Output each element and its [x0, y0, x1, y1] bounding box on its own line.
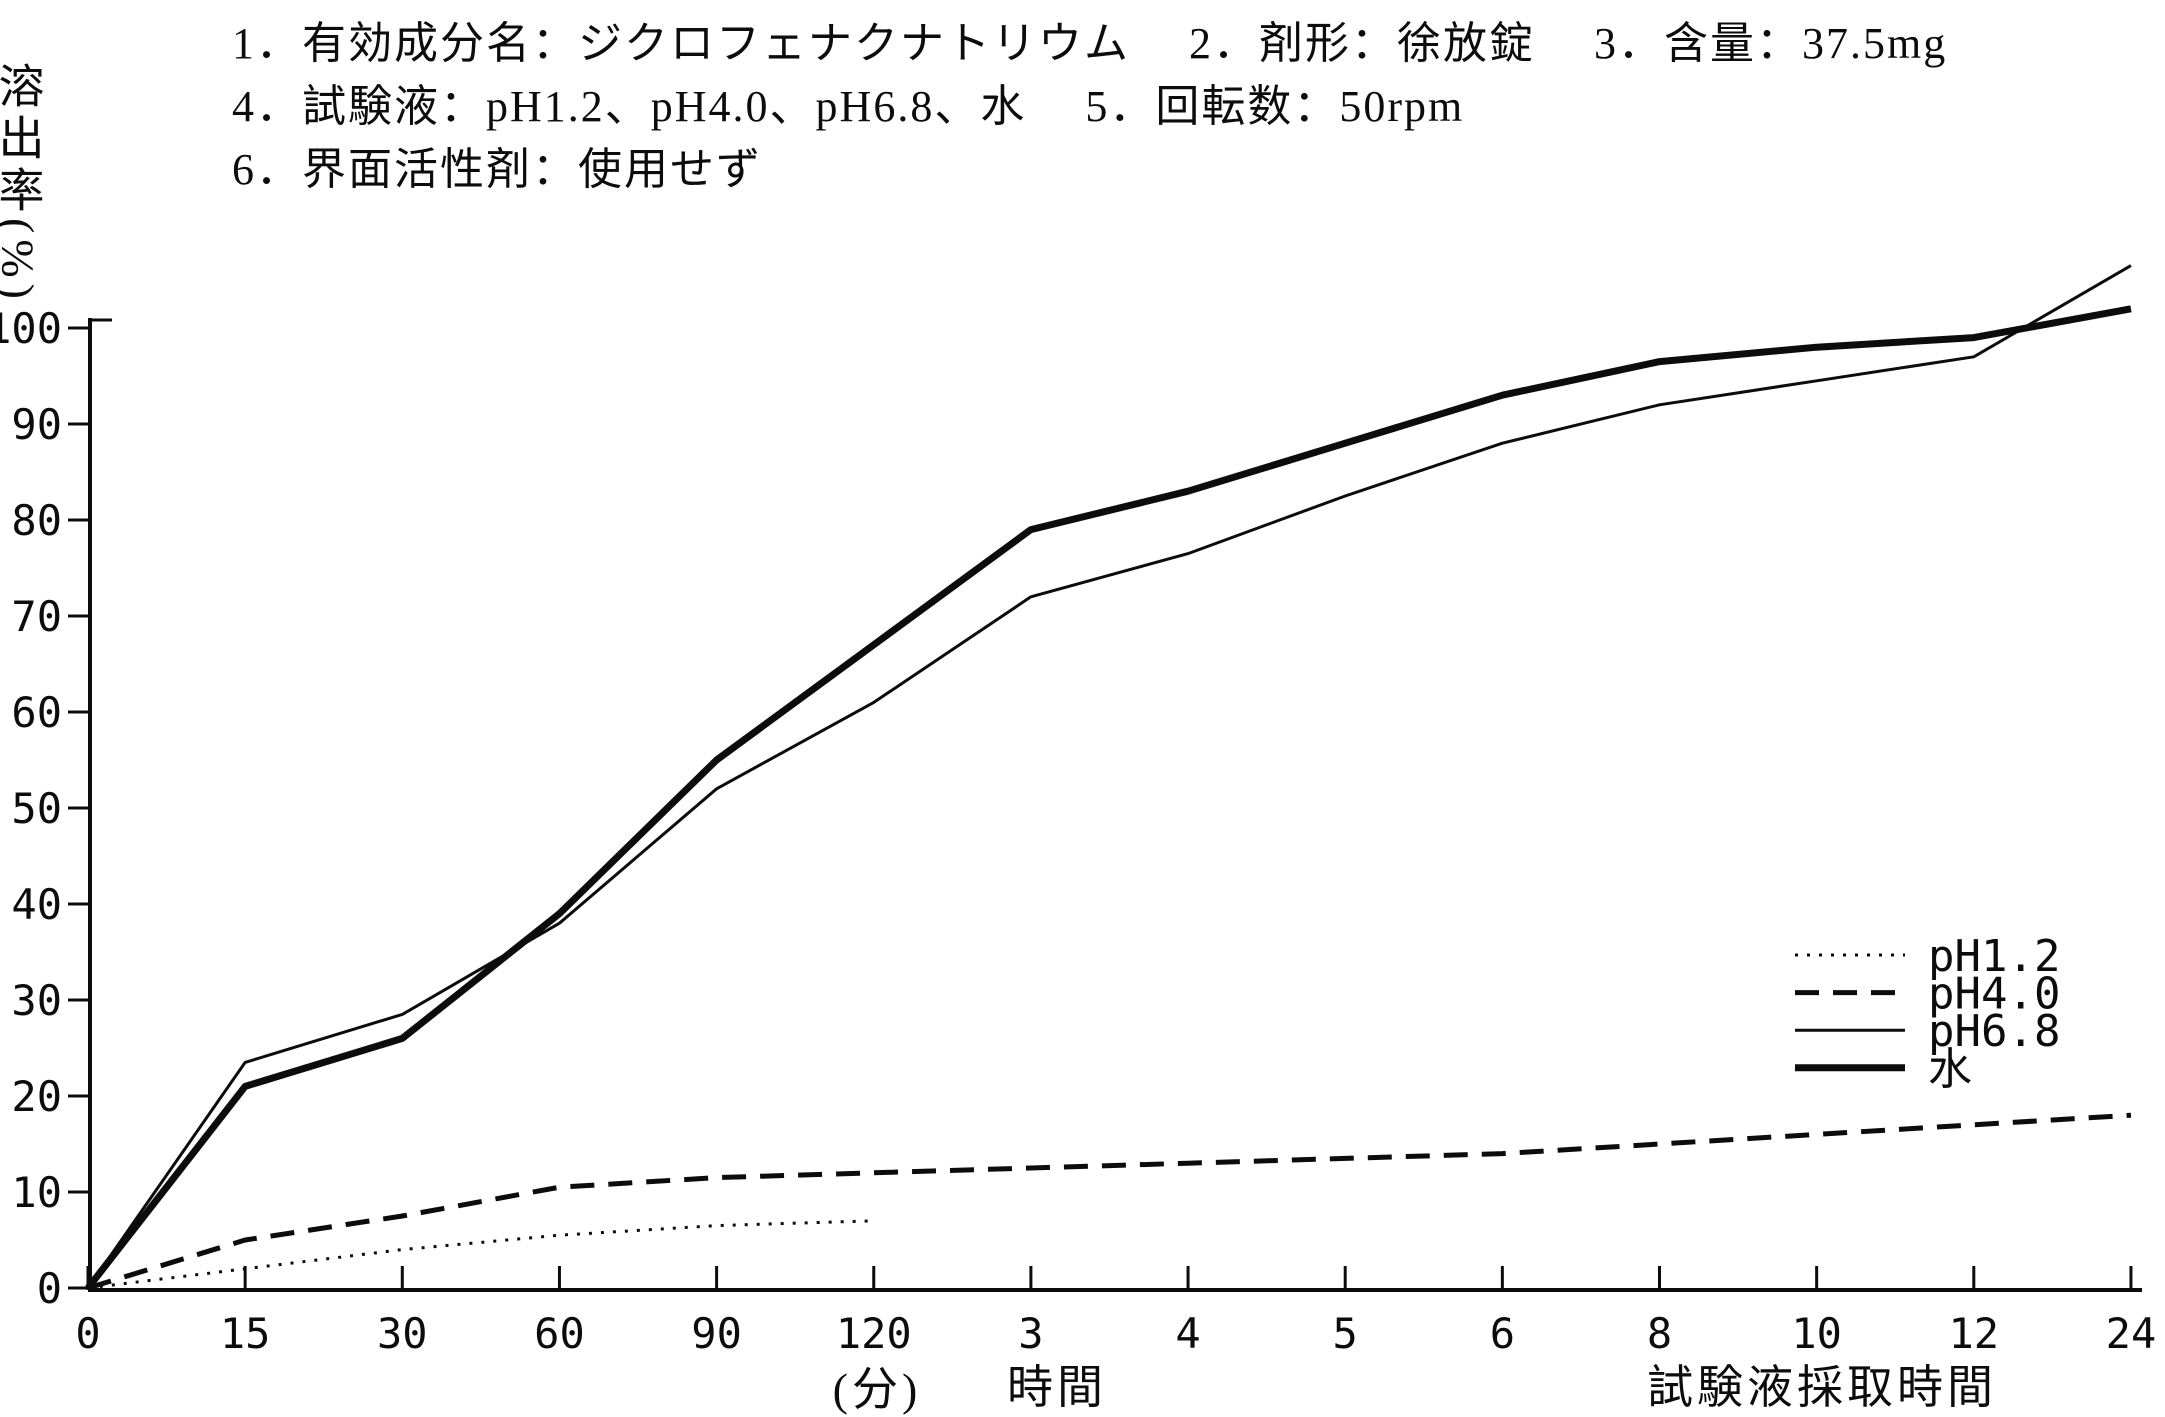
y-tick-label: 0: [37, 1264, 62, 1313]
legend-label-水: 水: [1928, 1044, 1972, 1095]
x-tick-label: 120: [836, 1309, 912, 1358]
x-tick-label: 60: [534, 1309, 585, 1358]
x-tick-label: 4: [1175, 1309, 1200, 1358]
x-tick-label: 8: [1647, 1309, 1672, 1358]
x-tick-label: 0: [75, 1309, 100, 1358]
y-tick-label: 10: [11, 1168, 62, 1217]
series-lines: [85, 264, 2132, 1291]
y-tick-label: 100: [0, 304, 62, 353]
header-line-1: 1．有効成分名：ジクロフェナクナトリウム 2．剤形：徐放錠 3．含量：37.5m…: [232, 19, 1947, 68]
y-tick-label: 90: [11, 400, 62, 449]
legend-label-pH6.8: pH6.8: [1928, 1006, 2060, 1057]
header-line-2: 4．試験液：pH1.2、pH4.0、pH6.8、水 5．回転数：50rpm: [232, 82, 1464, 131]
x-tick-label: 24: [2106, 1309, 2157, 1358]
header-line-3: 6．界面活性剤：使用せず: [232, 145, 762, 194]
x-axis-label-hours: 時間: [1007, 1362, 1107, 1413]
series-line-pH4.0: [87, 1112, 2132, 1291]
series-line-水: [85, 305, 2132, 1291]
x-tick-label: 90: [691, 1309, 742, 1358]
x-tick-label: 30: [377, 1309, 428, 1358]
y-axis-ticks: 0 10 20 30 40 50 60 70 80 90 100: [0, 304, 90, 1313]
y-tick-label: 30: [11, 976, 62, 1025]
series-line-pH6.8: [86, 264, 2132, 1289]
x-tick-label: 10: [1791, 1309, 1842, 1358]
x-tick-label: 15: [220, 1309, 271, 1358]
x-tick-label: 6: [1490, 1309, 1515, 1358]
y-tick-label: 40: [11, 880, 62, 929]
x-axis-label-sampling-time: 試験液採取時間: [1647, 1362, 1997, 1413]
x-axis-unit-minutes: (分): [833, 1364, 922, 1415]
legend-label-pH1.2: pH1.2: [1928, 931, 2060, 982]
y-axis-title: 溶出率(%): [0, 62, 44, 305]
x-tick-label: 3: [1018, 1309, 1043, 1358]
x-axis-ticks: 0 15 30 60 90 120 3 4 5 6 8 10 12 24: [75, 1266, 2156, 1358]
y-tick-label: 20: [11, 1072, 62, 1121]
x-tick-label: 5: [1333, 1309, 1358, 1358]
y-tick-label: 60: [11, 688, 62, 737]
y-tick-label: 50: [11, 784, 62, 833]
y-tick-label: 70: [11, 592, 62, 641]
x-tick-label: 12: [1949, 1309, 2000, 1358]
legend-label-pH4.0: pH4.0: [1928, 969, 2060, 1020]
y-tick-label: 80: [11, 496, 62, 545]
